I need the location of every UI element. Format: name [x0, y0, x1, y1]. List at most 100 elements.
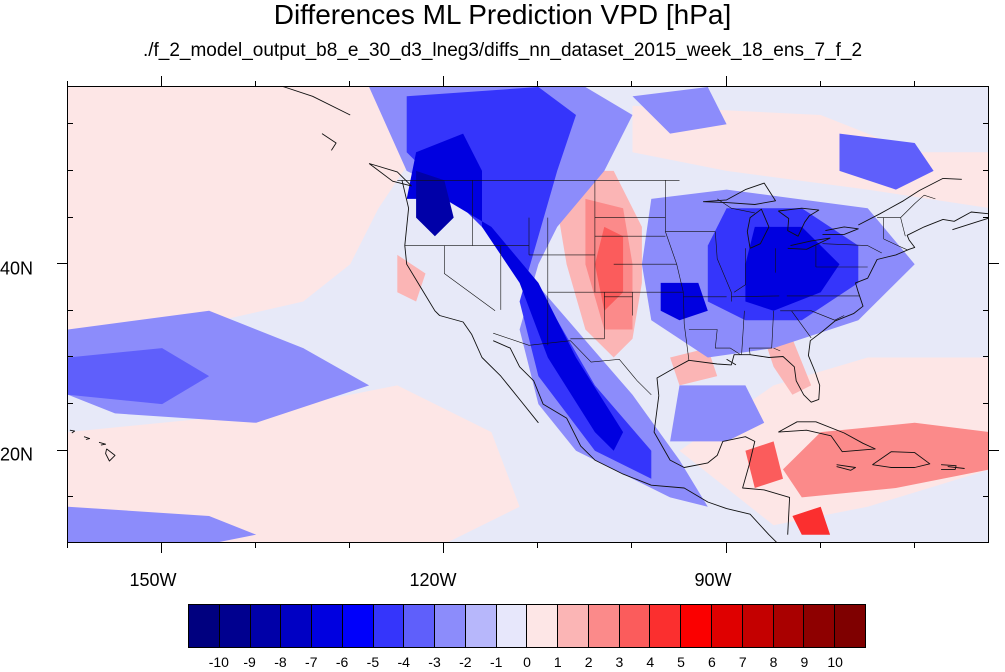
state-border-line [780, 310, 845, 321]
lon-minor-tick-top [537, 81, 539, 86]
colorbar-swatch [773, 605, 805, 647]
lon-major-tick-top [161, 76, 163, 86]
colorbar-swatch [804, 605, 836, 647]
positive-anomaly-region [745, 441, 783, 488]
coastline [98, 441, 107, 446]
lat-minor-tick-right [983, 169, 989, 171]
colorbar-label: -8 [274, 654, 287, 670]
positive-anomaly-region [68, 385, 520, 542]
colorbar-swatch [435, 605, 466, 647]
lat-label-20n: 20N [0, 444, 34, 465]
colorbar-swatch [650, 605, 682, 647]
coastline [858, 177, 962, 226]
map-subtitle: ./f_2_model_output_b8_e_30_d3_lneg3/diff… [142, 40, 863, 61]
coastline [778, 207, 820, 237]
lat-minor-tick [67, 356, 73, 358]
state-border-line [748, 310, 774, 355]
negative-anomaly-region [632, 87, 727, 134]
coastline [282, 87, 351, 116]
colorbar-label: -6 [335, 654, 349, 670]
lon-minor-tick [67, 543, 68, 548]
state-border-line [731, 295, 780, 298]
lat-minor-tick-right [983, 309, 989, 311]
state-border-line [877, 194, 936, 218]
colorbar-swatch [281, 605, 313, 647]
state-border-line [493, 332, 652, 396]
lon-minor-tick [819, 543, 821, 548]
state-border-line [665, 180, 690, 361]
state-border-line [443, 245, 496, 312]
lon-major-tick [725, 543, 727, 553]
positive-anomaly-region [670, 348, 718, 386]
lon-major-tick-top [443, 76, 445, 86]
lon-minor-tick [631, 543, 633, 548]
colorbar-label: -7 [305, 654, 318, 670]
lon-minor-tick [913, 543, 915, 548]
state-border-line [570, 292, 605, 340]
colorbar-swatch [835, 605, 865, 647]
lon-minor-tick-top [349, 81, 351, 86]
colorbar-label: -2 [459, 654, 472, 670]
lat-minor-tick-right [983, 403, 989, 405]
contour-fill-layer [68, 87, 988, 542]
lat-minor-tick [67, 403, 73, 405]
colorbar [188, 604, 866, 648]
colorbar-swatch [742, 605, 774, 647]
positive-anomaly-region [783, 422, 988, 498]
coastline [321, 133, 337, 151]
state-border-line [900, 217, 906, 237]
colorbar-label: 4 [646, 654, 655, 670]
lat-minor-tick-right [983, 216, 989, 218]
lat-major-tick-right [989, 449, 999, 451]
colorbar-swatch [250, 605, 282, 647]
colorbar-label: 1 [553, 654, 562, 670]
lon-minor-tick-top [631, 81, 633, 86]
colorbar-swatch [312, 605, 343, 647]
coastline [947, 466, 965, 469]
lat-minor-tick [67, 496, 73, 498]
negative-anomaly-region [68, 506, 257, 542]
lon-minor-tick-top [913, 81, 915, 86]
coastline [69, 429, 76, 434]
map-title: Differences ML Prediction VPD [hPa] [273, 0, 732, 30]
coastline [836, 464, 856, 471]
negative-anomaly-region [68, 348, 210, 405]
colorbar-label: 3 [615, 654, 624, 670]
state-border-line [773, 347, 781, 352]
lat-minor-tick [67, 309, 73, 311]
colorbar-swatch [619, 605, 651, 647]
lon-minor-tick [349, 543, 351, 548]
colorbar-swatch [219, 605, 251, 647]
colorbar-swatch [681, 605, 713, 647]
lat-major-tick [57, 449, 67, 451]
colorbar-swatch [342, 605, 374, 647]
lon-major-tick [443, 543, 445, 553]
state-border-line [822, 243, 882, 254]
coastline [493, 340, 777, 542]
colorbar-swatch [558, 605, 589, 647]
colorbar-label: -4 [397, 654, 410, 670]
coastline [822, 226, 859, 235]
lon-minor-tick-top [255, 81, 257, 86]
lon-minor-tick [255, 543, 257, 548]
colorbar-label: -9 [243, 654, 256, 670]
positive-anomaly-region [594, 226, 624, 311]
positive-anomaly-region [764, 338, 812, 395]
state-border-line [688, 329, 741, 355]
colorbar-label: -10 [208, 654, 229, 670]
coastline [787, 237, 831, 250]
state-border-line [883, 238, 909, 251]
state-border-line [715, 231, 732, 302]
colorbar-swatch [189, 605, 220, 647]
coastline [656, 211, 988, 403]
coastline [746, 208, 770, 249]
colorbar-swatch [404, 605, 436, 647]
colorbar-label: 5 [677, 654, 685, 670]
lat-minor-tick-right [983, 496, 989, 498]
lat-minor-tick-right [983, 123, 989, 125]
colorbar-label: 10 [827, 654, 843, 670]
lat-major-tick-right [989, 263, 999, 265]
colorbar-label: -3 [428, 654, 441, 670]
colorbar-label: -1 [489, 654, 503, 670]
coastline [368, 163, 412, 187]
